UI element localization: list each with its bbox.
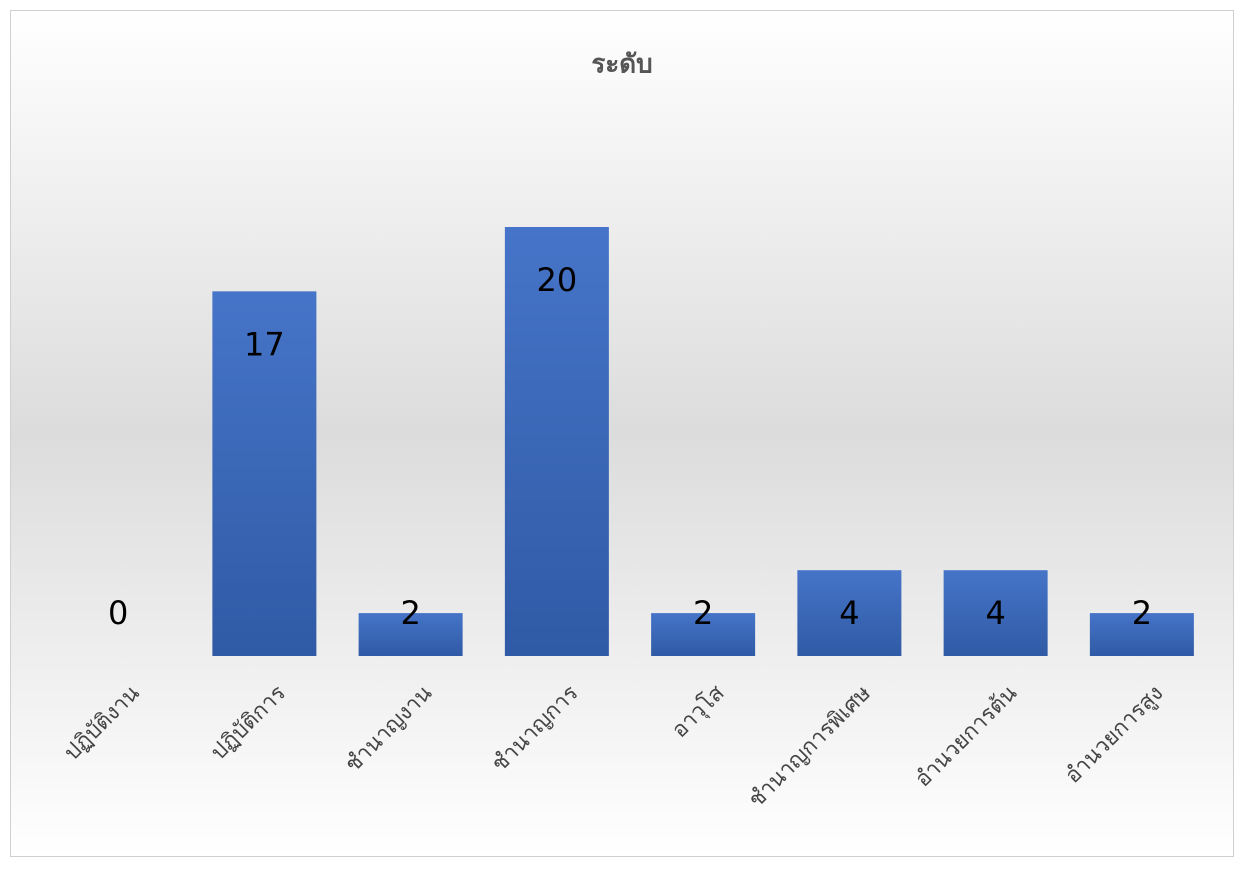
data-label: 4: [985, 594, 1005, 632]
bar: [943, 570, 1048, 656]
bar: [651, 613, 756, 656]
bar: [504, 227, 609, 656]
data-label: 2: [1132, 594, 1152, 632]
bar: [358, 613, 463, 656]
chart-title: ระดับ: [591, 50, 652, 80]
bar: [797, 570, 902, 656]
data-label: 20: [537, 261, 578, 299]
data-label: 17: [244, 325, 285, 363]
data-label: 4: [839, 594, 859, 632]
data-label: 2: [400, 594, 420, 632]
bar: [212, 291, 317, 656]
chart-frame: [10, 10, 1234, 857]
data-label: 0: [108, 594, 128, 632]
bar: [1089, 613, 1194, 656]
data-label: 2: [693, 594, 713, 632]
